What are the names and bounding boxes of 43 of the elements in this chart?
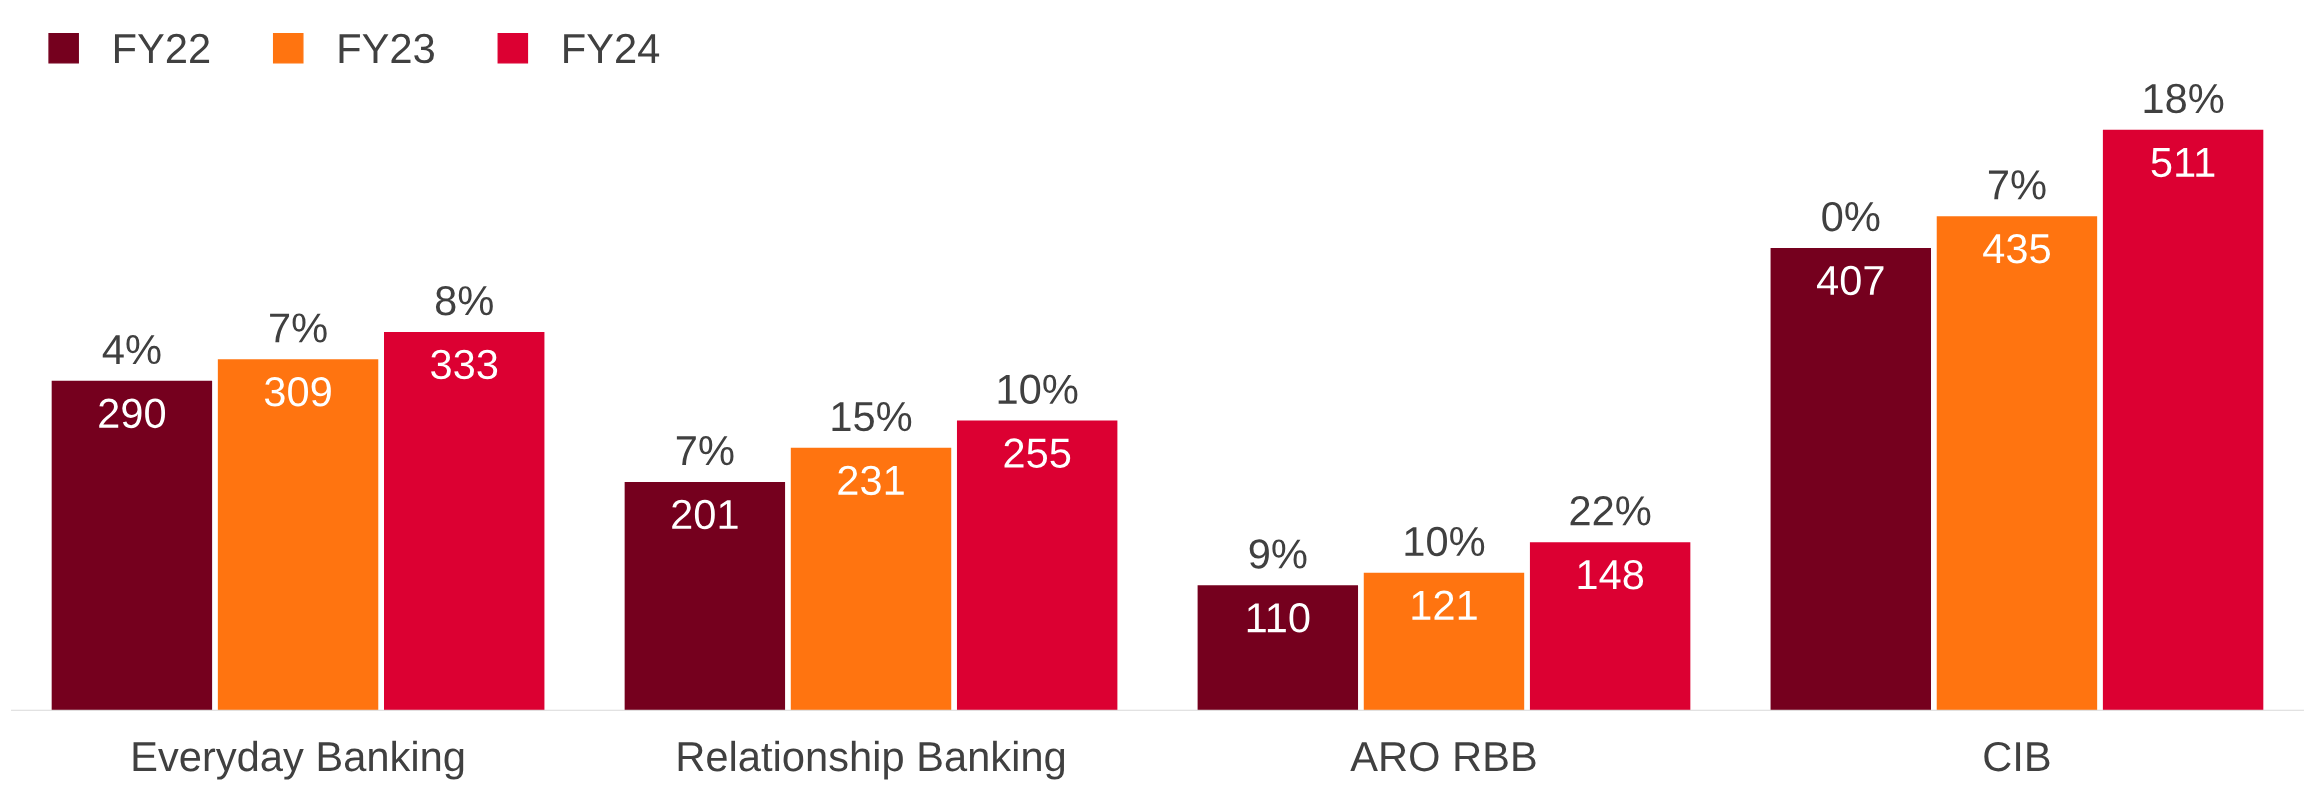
annotation: 8% (435, 285, 493, 316)
bar (624, 481, 786, 711)
x-tick-label: Relationship Banking (678, 740, 1065, 780)
bar (1529, 542, 1691, 711)
annotation: 7% (1988, 170, 2046, 200)
x-tick-label: ARO RBB (1350, 741, 1536, 772)
bar (790, 447, 952, 711)
data-label: 290 (99, 398, 166, 429)
data-label: 435 (1983, 233, 2050, 264)
bar (217, 359, 379, 711)
data-label: 231 (838, 465, 904, 496)
x-tick-label: Everyday Banking (133, 740, 464, 780)
data-label: 309 (264, 377, 331, 407)
legend-label: FY24 (564, 33, 660, 63)
data-label: 255 (1004, 438, 1071, 468)
annotation: 10% (998, 374, 1078, 405)
data-label: 121 (1412, 590, 1477, 620)
annotation: 7% (270, 313, 327, 343)
bar (1363, 572, 1525, 711)
bar (51, 380, 213, 711)
data-label: 148 (1578, 559, 1644, 590)
bar (384, 332, 545, 711)
legend-label: FY22 (114, 33, 210, 63)
data-label: 201 (672, 499, 738, 530)
bar (1936, 216, 2098, 711)
annotation: 7% (676, 436, 734, 466)
bar (956, 420, 1118, 711)
annotation: 22% (1570, 496, 1651, 526)
bar (1770, 247, 1931, 711)
data-label: 110 (1247, 603, 1310, 633)
x-tick-label: CIB (1984, 741, 2050, 772)
bar (1197, 585, 1359, 711)
annotation: 10% (1405, 526, 1485, 557)
legend-label: FY23 (339, 33, 434, 64)
annotation: 0% (1822, 201, 1880, 232)
data-label: 333 (431, 349, 498, 380)
data-label: 407 (1816, 265, 1884, 296)
annotation: 4% (102, 334, 161, 365)
bar (2102, 129, 2264, 711)
annotation: 15% (832, 401, 912, 432)
data-label: 511 (2151, 148, 2215, 178)
annotation: 9% (1249, 539, 1307, 569)
text: 18% (2144, 83, 2224, 114)
